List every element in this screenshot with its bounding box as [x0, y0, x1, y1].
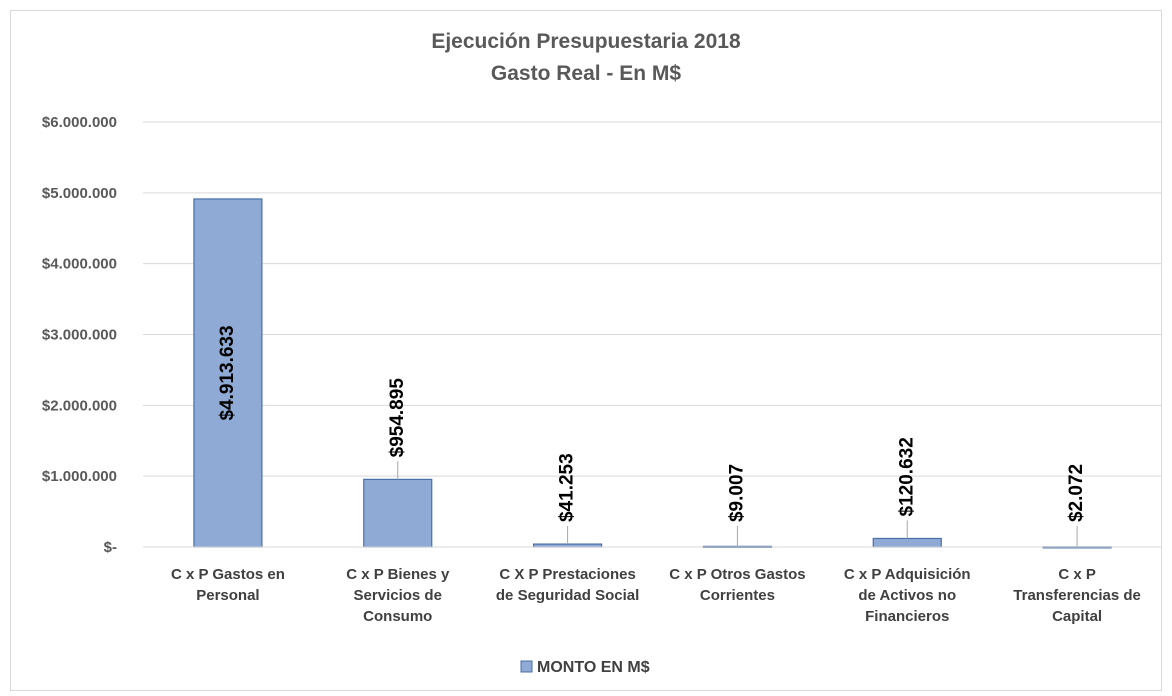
data-label: $4.913.633 [217, 325, 238, 420]
legend-swatch [520, 660, 533, 673]
data-label: $954.895 [387, 378, 408, 458]
bar [363, 478, 433, 548]
y-tick-label: $6.000.000 [42, 114, 117, 131]
y-tick-label: $1.000.000 [42, 468, 117, 485]
bar [872, 537, 942, 548]
data-label: $41.253 [557, 453, 578, 522]
y-tick-label: $3.000.000 [42, 327, 117, 344]
y-tick-label: $5.000.000 [42, 185, 117, 202]
y-tick-label: $- [104, 539, 117, 556]
x-tick-label: C x P Transferencias de Capital [1013, 566, 1141, 625]
chart-title: Ejecución Presupuestaria 2018 [431, 30, 741, 53]
x-tick-label: C x P Otros Gastos Corrientes [669, 566, 806, 604]
y-tick-label: $2.000.000 [42, 397, 117, 414]
chart-subtitle: Gasto Real - En M$ [491, 62, 682, 85]
y-tick-label: $4.000.000 [42, 256, 117, 273]
x-tick-label: C x P Adquisición de Activos no Financie… [843, 566, 971, 625]
x-tick-label: C x P Gastos en Personal [170, 566, 285, 604]
x-tick-label: C X P Prestaciones de Seguridad Social [495, 566, 640, 604]
legend-label: MONTO EN M$ [537, 659, 650, 676]
data-label: $120.632 [896, 437, 917, 516]
x-tick-label: C x P Bienes y Servicios de Consumo [346, 566, 450, 625]
data-label: $9.007 [726, 464, 747, 522]
data-label: $2.072 [1066, 464, 1087, 522]
